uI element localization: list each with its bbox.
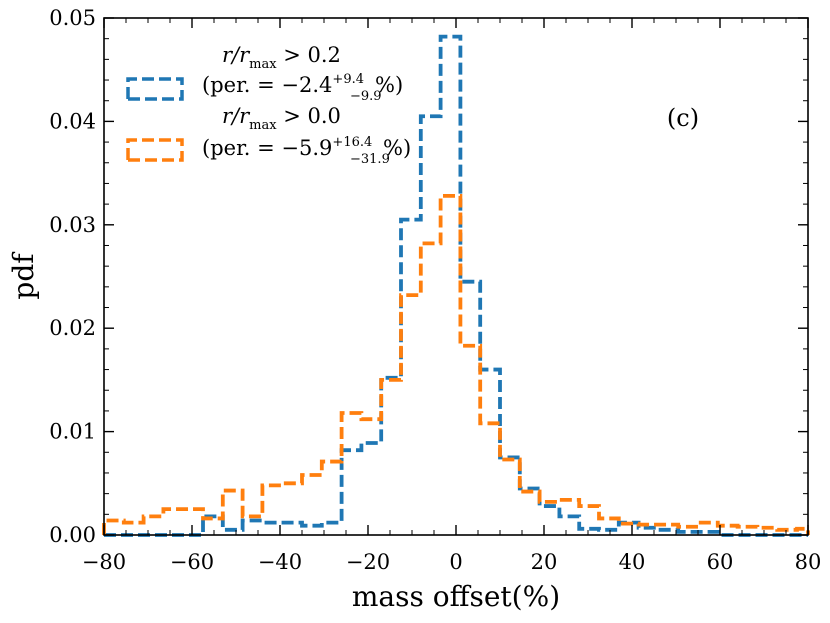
x-tick-label: 80 [795, 550, 822, 574]
x-tick-label: −80 [82, 550, 126, 574]
y-tick-label: 0.05 [49, 6, 96, 30]
y-tick-label: 0.00 [49, 523, 96, 547]
x-tick-label: −60 [170, 550, 214, 574]
x-tick-label: −40 [258, 550, 302, 574]
y-axis-label: pdf [7, 251, 40, 300]
x-tick-label: 0 [449, 550, 462, 574]
legend-label-blue-end: %) [375, 73, 403, 97]
legend-swatch-orange-box [126, 138, 184, 162]
x-tick-label: 40 [619, 550, 646, 574]
x-tick-label: 20 [531, 550, 558, 574]
legend-label-orange-lower: −31.9 [350, 152, 390, 167]
y-tick-label: 0.02 [49, 316, 96, 340]
x-tick-label: −20 [346, 550, 390, 574]
x-axis-label: mass offset(%) [352, 580, 560, 613]
legend-label-blue-percent: (per. = −2.4+9.4 [202, 72, 364, 97]
legend-label-blue-condition: r/rmax > 0.2 [222, 43, 341, 72]
legend-label-orange-percent: (per. = −5.9+16.4 [202, 135, 372, 160]
legend-label-blue-lower: −9.9 [350, 89, 382, 104]
y-tick-label: 0.01 [49, 420, 96, 444]
legend-label-orange-condition: r/rmax > 0.0 [222, 104, 341, 133]
legend-label-orange-end: %) [383, 136, 411, 160]
y-tick-label: 0.03 [49, 213, 96, 237]
histogram-series-1 [102, 193, 810, 535]
plot-area [102, 34, 810, 537]
plot-frame [103, 17, 809, 536]
y-tick-label: 0.04 [49, 109, 96, 133]
legend-swatch-blue-box [126, 77, 184, 101]
histogram-series-0 [104, 34, 808, 537]
legend: r/rmax > 0.2 (per. = −2.4+9.4 −9.9 %) r/… [126, 43, 411, 167]
panel-annotation: (c) [667, 104, 699, 132]
axis-ticks: −80 −60 −40 −20 0 20 40 60 80 0.00 0.01 0.02 0.03 0.0… [49, 6, 821, 574]
x-tick-label: 60 [707, 550, 734, 574]
